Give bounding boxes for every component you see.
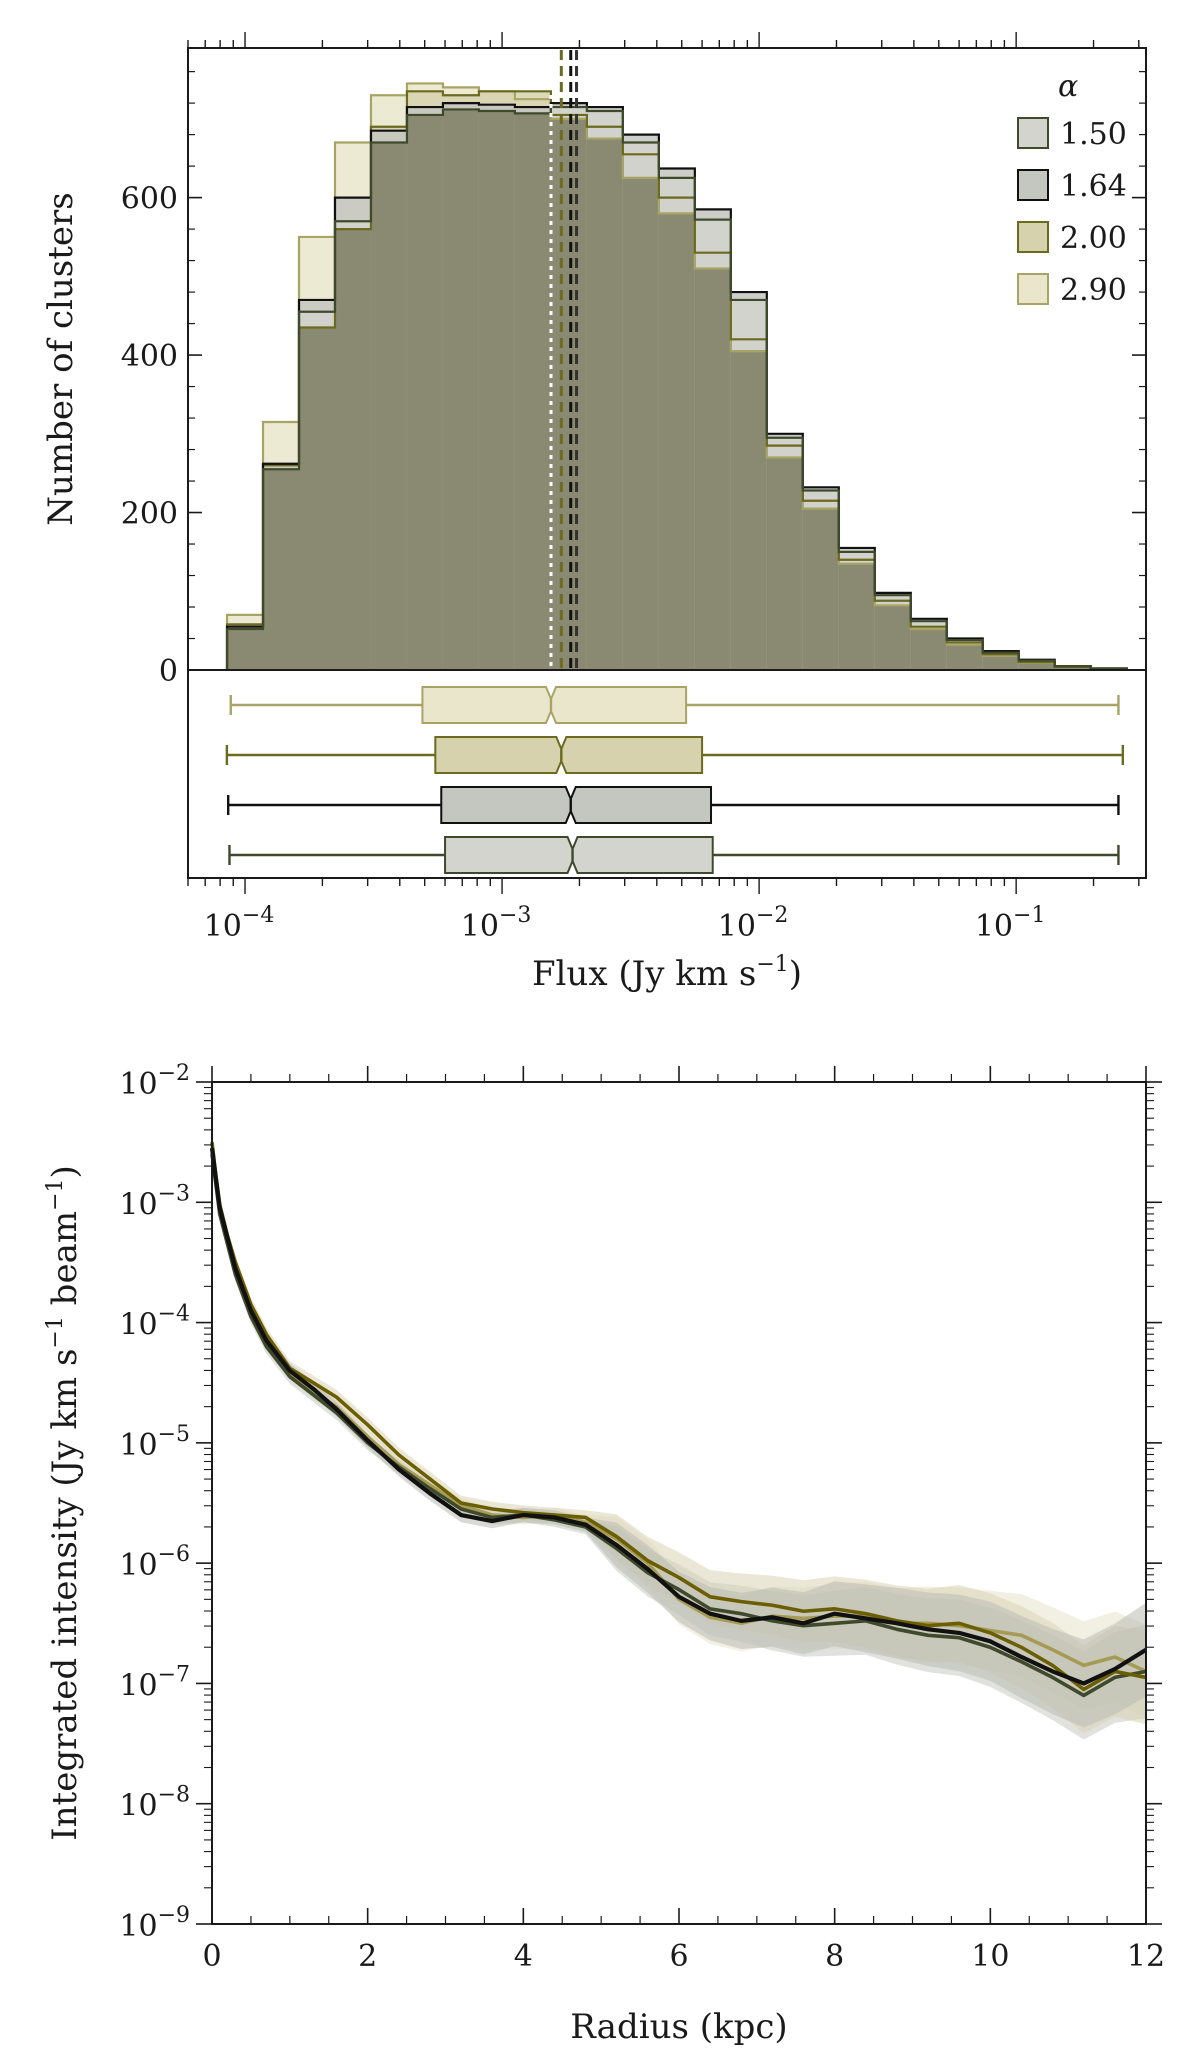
legend-item: 2.00 xyxy=(1017,221,1127,256)
profile-panel: 0 2 4 6 8 10 12 10−210−310−410−510−610−710−810… xyxy=(43,1061,1165,2047)
histogram-x-axis-label: Flux (Jy km s−1) xyxy=(532,952,802,994)
x-tick-label: 2 xyxy=(358,1939,377,1974)
profile-line-1.50 xyxy=(210,1153,1147,1698)
histogram-overlap-bar xyxy=(263,469,300,670)
profile-band-1.64 xyxy=(212,1140,1146,1728)
histogram-overlap-bar xyxy=(334,229,371,670)
histogram-top-ticks xyxy=(187,32,1140,48)
histogram-bars xyxy=(225,82,1128,671)
histogram-overlap-bar xyxy=(874,605,911,670)
y-tick-label: 400 xyxy=(121,339,178,374)
x-tick-label: 10 xyxy=(971,1939,1009,1974)
histogram-overlap-bar xyxy=(658,213,695,670)
legend-item: 1.50 xyxy=(1017,117,1127,152)
profile-x-axis-label: Radius (kpc) xyxy=(570,2007,787,2047)
boxplot-2.00 xyxy=(225,736,1125,774)
histogram-overlap-bar xyxy=(370,142,407,670)
profile-x-ticks: 0 2 4 6 8 10 12 xyxy=(202,1066,1165,1974)
profile-y-axis-label: Integrated intensity (Jy km s−1 beam−1) xyxy=(43,1165,85,1841)
y-tick-label: 10−7 xyxy=(119,1662,190,1703)
histogram-overlap-bar xyxy=(982,655,1019,670)
x-tick-label: 6 xyxy=(669,1939,688,1974)
histogram-overlap-bar xyxy=(299,327,335,670)
x-tick-label: 10−2 xyxy=(718,903,789,944)
x-tick-label: 4 xyxy=(514,1939,533,1974)
histogram-overlap-bar xyxy=(406,114,443,670)
y-tick-label: 10−9 xyxy=(119,1903,190,1944)
legend-title: α xyxy=(1058,69,1078,104)
legend-items: 1.50 1.64 2.00 2.90 xyxy=(1017,117,1127,308)
boxplot-1.50 xyxy=(228,836,1120,874)
x-tick-label: 8 xyxy=(825,1939,844,1974)
legend-swatch xyxy=(1017,273,1049,305)
histogram-overlap-bar xyxy=(946,644,983,670)
x-tick-label: 10−1 xyxy=(975,903,1046,944)
profile-line-1.64 xyxy=(209,1147,1148,1686)
y-tick-label: 0 xyxy=(159,654,178,689)
histogram-panel: 0 200 400 600 α 1.50 1.64 2.00 2.90 Number of … xyxy=(41,32,1147,689)
boxplots xyxy=(225,686,1125,874)
histogram-overlap-bar xyxy=(802,508,839,670)
legend-swatch xyxy=(1017,169,1049,201)
legend-item: 1.64 xyxy=(1017,169,1127,204)
histogram-overlap-bar xyxy=(910,629,947,670)
y-tick-label: 10−2 xyxy=(119,1061,190,1102)
histogram-overlap-bar xyxy=(1018,662,1055,670)
legend-label: 2.90 xyxy=(1060,273,1127,308)
legend-item: 2.90 xyxy=(1017,273,1127,308)
histogram-overlap-bar xyxy=(1054,666,1091,670)
histogram-overlap-bar xyxy=(514,113,551,670)
box-body xyxy=(434,736,704,774)
histogram-overlap-bar xyxy=(838,563,875,670)
box-body xyxy=(440,786,713,824)
boxplot-2.90 xyxy=(229,686,1120,724)
boxplot-x-ticks: 10−4 10−3 10−2 10−1 xyxy=(187,878,1140,944)
histogram-y-axis-label: Number of clusters xyxy=(41,192,81,525)
histogram-overlap-bar xyxy=(478,110,515,670)
histogram-outline-1.50 xyxy=(225,105,1128,670)
legend: α 1.50 1.64 2.00 2.90 xyxy=(1017,69,1127,308)
box-body xyxy=(421,686,688,724)
legend-label: 1.64 xyxy=(1060,169,1127,204)
box-body xyxy=(444,836,714,874)
histogram-y-ticks: 0 200 400 600 xyxy=(121,71,1146,689)
histogram-overlap-bar xyxy=(622,177,659,671)
profile-frame xyxy=(211,1081,1147,1925)
median-lines xyxy=(549,50,579,670)
legend-swatch xyxy=(1017,117,1049,149)
boxplot-frame xyxy=(187,669,1147,879)
y-tick-label: 10−4 xyxy=(119,1302,190,1343)
boxplot-panel: 10−4 10−3 10−2 10−1 Flux (Jy km s−1) xyxy=(187,669,1147,994)
y-tick-label: 10−3 xyxy=(119,1181,190,1222)
x-tick-label: 0 xyxy=(202,1939,221,1974)
profile-line-2.00 xyxy=(210,1141,1147,1692)
y-tick-label: 10−5 xyxy=(119,1422,190,1463)
y-tick-label: 10−8 xyxy=(119,1783,190,1824)
y-tick-label: 200 xyxy=(121,497,178,532)
profile-lines xyxy=(209,1141,1148,1698)
histogram-overlap-bar xyxy=(694,268,731,670)
legend-label: 2.00 xyxy=(1060,221,1127,256)
x-tick-label: 12 xyxy=(1127,1939,1165,1974)
legend-swatch xyxy=(1017,221,1049,253)
x-tick-label: 10−4 xyxy=(204,903,275,944)
histogram-overlap-bar xyxy=(766,457,803,670)
histogram-overlap xyxy=(227,109,1127,671)
y-tick-label: 10−6 xyxy=(119,1542,190,1583)
legend-label: 1.50 xyxy=(1060,117,1127,152)
profile-y-ticks: 10−2 10−3 10−4 10−5 10−6 10−7 10−8 10−9 xyxy=(119,1061,1162,1944)
histogram-overlap-bar xyxy=(730,351,767,670)
histogram-overlap-bar xyxy=(550,118,587,670)
histogram-overlap-bar xyxy=(442,109,479,670)
boxplot-1.64 xyxy=(226,786,1120,824)
x-tick-label: 10−3 xyxy=(461,903,532,944)
y-tick-label: 600 xyxy=(121,182,178,217)
histogram-overlap-bar xyxy=(227,629,264,670)
histogram-overlap-bar xyxy=(586,138,623,670)
